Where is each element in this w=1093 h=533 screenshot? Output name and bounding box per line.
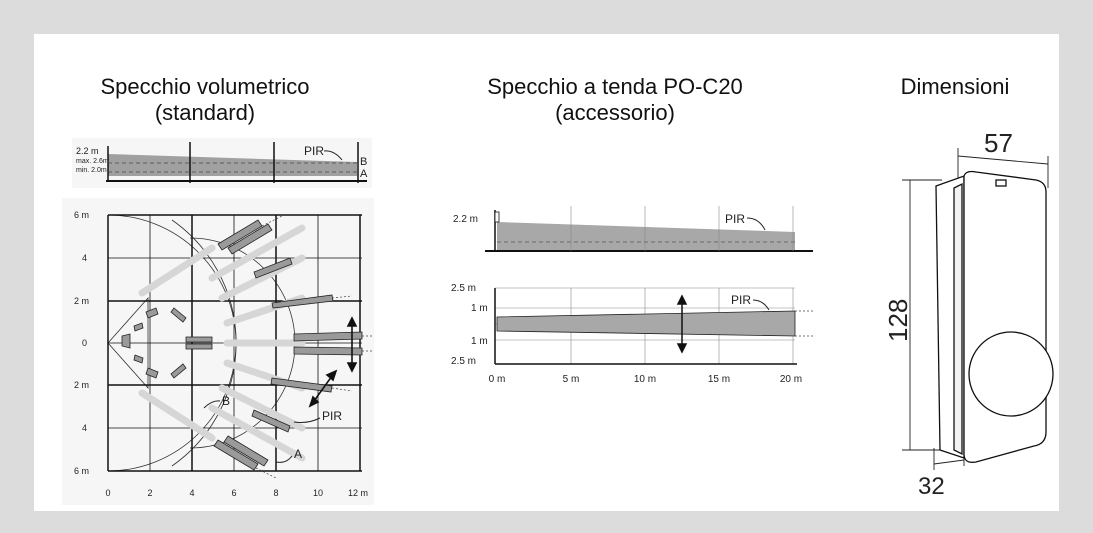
volumetric-beams: [121, 215, 374, 479]
housing-front: [963, 170, 1047, 463]
side-min-label: min. 2.0m: [76, 167, 107, 174]
top-y-axis-labels: 6 m 4 2 m 0 2 m 4 6 m: [74, 210, 89, 476]
x-label-3: 6: [231, 488, 236, 498]
volumetric-title: Specchio volumetrico (standard): [60, 74, 350, 126]
curtain-title-line2: (accessorio): [555, 100, 675, 125]
height-label: 128: [883, 299, 913, 342]
side-a-label: A: [360, 168, 368, 180]
depth-label: 32: [918, 473, 945, 500]
volumetric-title-line2: (standard): [154, 100, 256, 125]
curtain-top-y-labels: 2.5 m 1 m 1 m 2.5 m: [451, 283, 488, 367]
curtain-y-label-1: 1 m: [471, 303, 488, 314]
side-b-label: B: [360, 156, 367, 168]
curtain-x-label-1: 5 m: [563, 374, 580, 385]
dimension-width: [957, 148, 1049, 188]
width-label: 57: [984, 128, 1013, 158]
curtain-top-pir-label: PIR: [731, 293, 751, 307]
side-max-label: max. 2.6m: [76, 158, 109, 165]
y-label-6: 6 m: [74, 466, 89, 476]
curtain-title: Specchio a tenda PO-C20 (accessorio): [470, 74, 760, 126]
x-label-6: 12 m: [348, 488, 368, 498]
dimension-height: [902, 179, 942, 451]
curtain-side-pir-leader: [746, 217, 766, 231]
vertical-arrow-head-down: [346, 362, 358, 373]
volumetric-top-view: PIR A B 6 m 4 2 m 0 2 m 4 6 m 0 2 4 6 8 …: [62, 198, 374, 505]
housing-tab: [995, 179, 1007, 187]
curtain-side-height-label: 2.2 m: [453, 214, 478, 225]
side-pir-label: PIR: [304, 144, 324, 158]
beams-dark: [121, 219, 363, 471]
top-b-label: B: [222, 394, 230, 408]
curtain-top-pir-leader: [752, 299, 770, 311]
diagonal-arrow-head-1: [308, 395, 320, 408]
curtain-top-arrow: [676, 294, 688, 354]
lens-window-icon: [968, 331, 1054, 417]
x-label-0: 0: [105, 488, 110, 498]
diagonal-arrow-head-2: [325, 369, 338, 382]
curtain-y-label-2: 1 m: [471, 336, 488, 347]
sensor-housing: [935, 170, 1054, 463]
dimensions-title: Dimensioni: [870, 74, 1040, 100]
side-pir-leader: [323, 150, 343, 161]
curtain-x-label-0: 0 m: [489, 374, 506, 385]
beam-dashed-tips: [255, 215, 374, 479]
top-pir-label: PIR: [322, 409, 342, 423]
volumetric-arrows: [308, 316, 358, 408]
x-label-1: 2: [147, 488, 152, 498]
curtain-top-x-labels: 0 m 5 m 10 m 15 m 20 m: [489, 374, 802, 385]
volumetric-side-beam: [108, 154, 357, 176]
volumetric-side-view: 2.2 m max. 2.6m min. 2.0m PIR B A: [72, 138, 372, 188]
curtain-side-pir-label: PIR: [725, 212, 745, 226]
diagonal-arrow: [313, 375, 333, 402]
dimensions-title-text: Dimensioni: [900, 74, 1010, 99]
x-label-4: 8: [273, 488, 278, 498]
curtain-y-label-3: 2.5 m: [451, 356, 476, 367]
side-height-label: 2.2 m: [76, 146, 99, 156]
top-b-leader: [203, 400, 221, 409]
top-x-axis-labels: 0 2 4 6 8 10 12 m: [105, 488, 368, 498]
curtain-title-line1: Specchio a tenda PO-C20: [487, 74, 743, 99]
curtain-side-sensor: [494, 211, 500, 223]
curtain-y-label-0: 2.5 m: [451, 283, 476, 294]
housing-inner-edge: [953, 182, 963, 456]
top-a-label: A: [294, 447, 302, 461]
y-label-4: 2 m: [74, 380, 89, 390]
x-label-5: 10: [313, 488, 323, 498]
vertical-arrow-head-up: [346, 316, 358, 327]
curtain-side-view: 2.2 m PIR: [453, 206, 813, 252]
curtain-side-grid: [570, 206, 794, 251]
curtain-x-label-3: 15 m: [708, 374, 730, 385]
top-a-leader: [275, 455, 293, 463]
curtain-x-label-4: 20 m: [780, 374, 802, 385]
dimensions-drawing: 57 128 32: [883, 128, 1054, 500]
y-label-1: 4: [82, 253, 87, 263]
y-label-0: 6 m: [74, 210, 89, 220]
curtain-top-view: PIR 2.5 m 1 m 1 m 2.5 m 0 m 5 m 10 m 15 …: [451, 283, 813, 385]
y-label-3: 0: [82, 338, 87, 348]
volumetric-title-line1: Specchio volumetrico: [100, 74, 310, 99]
curtain-side-beam: [497, 222, 795, 250]
curtain-x-label-2: 10 m: [634, 374, 656, 385]
curtain-top-beam: [496, 310, 796, 337]
top-pir-leader: [293, 417, 321, 423]
y-label-5: 4: [82, 423, 87, 433]
y-label-2: 2 m: [74, 296, 89, 306]
x-label-2: 4: [189, 488, 194, 498]
